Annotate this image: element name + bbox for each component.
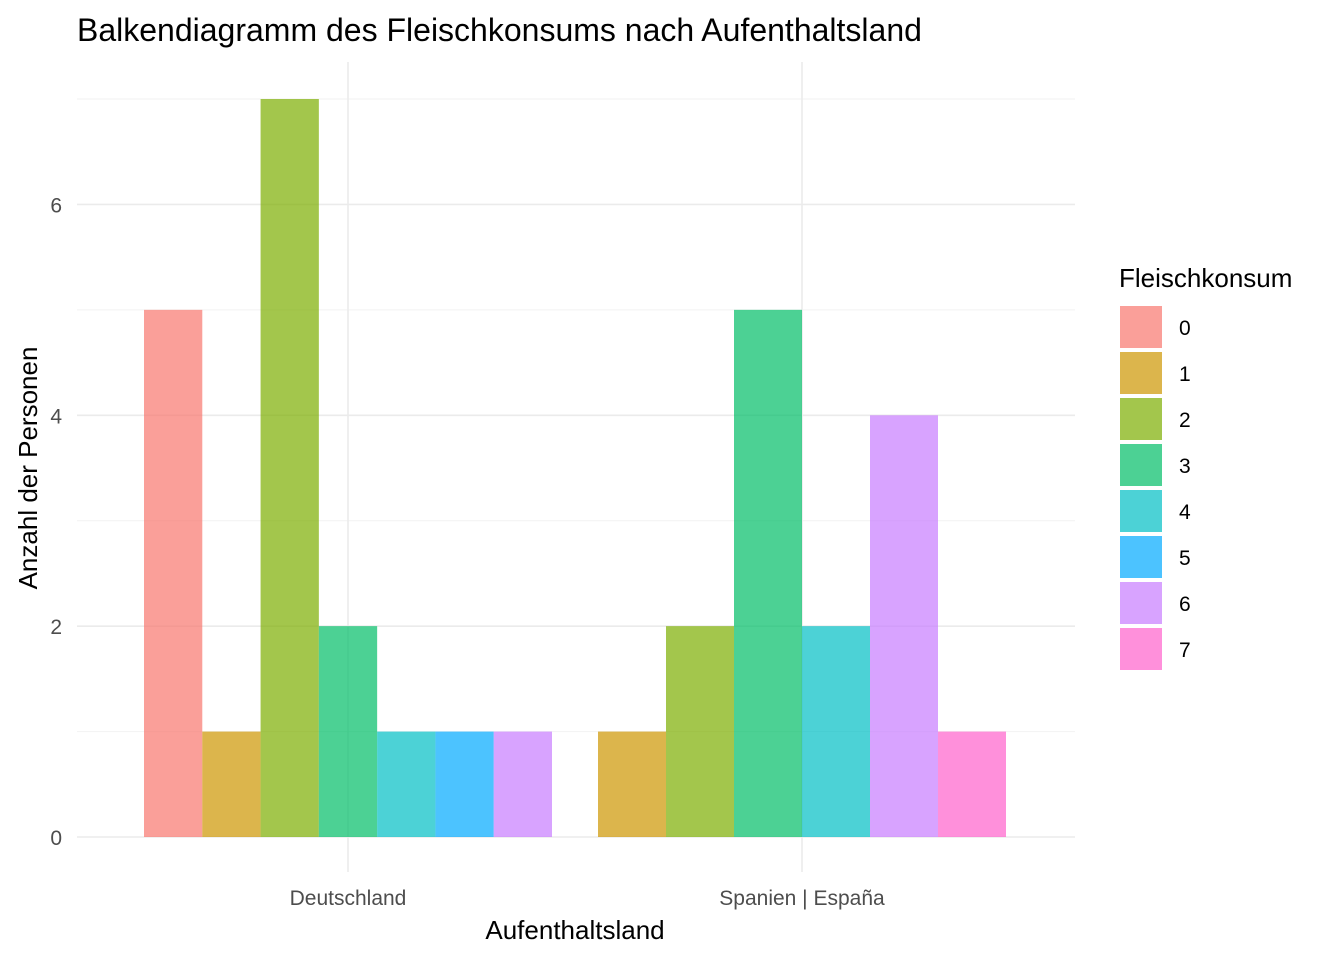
x-tick-label: Spanien | España [719, 887, 885, 910]
legend-label-4: 4 [1179, 501, 1191, 524]
legend-items: 0 1 2 3 4 5 6 7 [1120, 306, 1191, 670]
legend-key-1 [1120, 352, 1162, 394]
legend-key-5 [1120, 536, 1162, 578]
bars [144, 98, 1006, 838]
legend-label-1: 1 [1179, 363, 1191, 386]
legend-label-2: 2 [1179, 409, 1191, 432]
y-tick-label: 4 [50, 405, 62, 428]
legend-label-7: 7 [1179, 639, 1191, 662]
x-tick-label: Deutschland [290, 887, 407, 910]
bar-deutschland-3 [318, 626, 378, 837]
legend-key-6 [1120, 582, 1162, 624]
bar-deutschland-4 [377, 731, 436, 837]
x-tick-labels: Deutschland Spanien | España [290, 887, 885, 910]
x-axis-title: Aufenthaltsland [485, 915, 664, 945]
legend-label-6: 6 [1179, 593, 1191, 616]
chart-title: Balkendiagramm des Fleischkonsums nach A… [77, 12, 922, 48]
y-axis-title: Anzahl der Personen [13, 347, 43, 590]
legend-label-0: 0 [1179, 317, 1191, 340]
y-tick-labels: 0 2 4 6 [50, 194, 62, 850]
y-tick-label: 6 [50, 194, 62, 217]
legend-key-0 [1120, 306, 1162, 348]
bar-deutschland-1 [202, 731, 261, 837]
legend-key-2 [1120, 398, 1162, 440]
bar-deutschland-0 [144, 309, 203, 838]
bar-spanien-1 [598, 731, 666, 837]
legend-key-7 [1120, 628, 1162, 670]
legend-label-5: 5 [1179, 547, 1191, 570]
bar-deutschland-2 [260, 98, 319, 838]
bar-spanien-3 [734, 309, 802, 838]
bar-spanien-4 [802, 626, 870, 837]
y-tick-label: 2 [50, 616, 62, 639]
bar-spanien-6 [870, 415, 938, 837]
legend-key-4 [1120, 490, 1162, 532]
bar-spanien-7 [938, 731, 1006, 837]
legend: Fleischkonsum 0 1 2 3 4 5 6 7 [1119, 263, 1292, 670]
legend-title: Fleischkonsum [1119, 263, 1292, 293]
bar-spanien-2 [666, 626, 734, 837]
legend-key-3 [1120, 444, 1162, 486]
y-tick-label: 0 [50, 827, 62, 850]
bar-deutschland-5 [435, 731, 494, 837]
bar-deutschland-6 [493, 731, 552, 837]
legend-label-3: 3 [1179, 455, 1191, 478]
